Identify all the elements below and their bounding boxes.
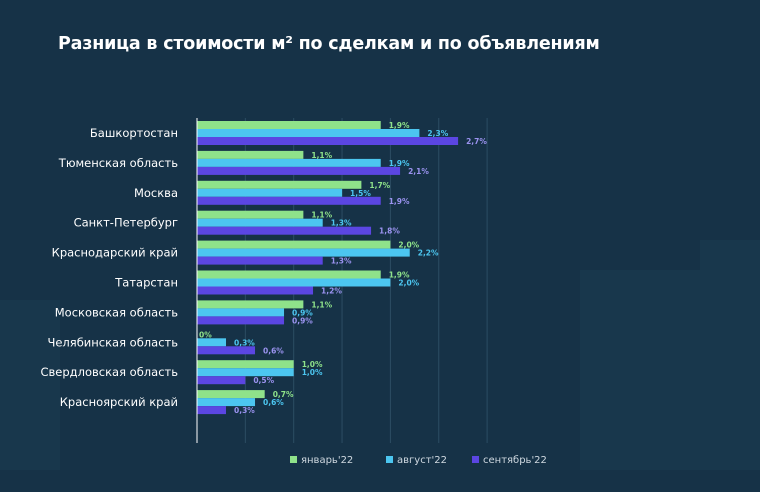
background-decoration: [0, 300, 60, 470]
data-label: 1,9%: [389, 121, 410, 130]
category-label: Свердловская область: [40, 365, 178, 379]
bar: [197, 137, 459, 145]
bar: [197, 196, 381, 205]
bar: [197, 121, 381, 129]
bar: [197, 376, 246, 385]
data-label: 1,5%: [350, 189, 371, 198]
bar: [197, 129, 420, 137]
category-label: Тюменская область: [58, 156, 178, 170]
data-label: 1,3%: [331, 219, 352, 228]
background-decoration: [700, 240, 760, 470]
data-label: 0,9%: [292, 308, 313, 317]
data-label: 1,3%: [331, 257, 352, 266]
legend-swatch: [386, 456, 393, 463]
category-label: Санкт-Петербург: [74, 216, 178, 230]
bar: [197, 390, 265, 399]
data-label: 1,1%: [311, 300, 332, 309]
bar: [197, 150, 304, 159]
bar: [197, 368, 294, 377]
data-label: 1,2%: [321, 287, 342, 296]
bar: [197, 316, 285, 325]
data-label: 1,7%: [369, 181, 390, 190]
data-label: 2,1%: [408, 167, 429, 176]
bar: [197, 346, 256, 355]
category-label: Москва: [134, 186, 178, 200]
bar: [197, 338, 227, 347]
data-label: 0,3%: [234, 338, 255, 347]
data-label: 1,8%: [379, 227, 400, 236]
category-label: Челябинская область: [47, 335, 178, 349]
bar: [197, 188, 343, 197]
bar: [197, 248, 410, 257]
bar: [197, 210, 304, 219]
bar: [197, 180, 362, 189]
bar: [197, 286, 314, 295]
data-label: 0,9%: [292, 316, 313, 325]
bar: [197, 398, 256, 407]
bar: [197, 240, 391, 249]
data-label: 0,7%: [273, 390, 294, 399]
data-label: 1,9%: [389, 197, 410, 206]
bar: [197, 158, 381, 167]
data-label: 1,1%: [311, 151, 332, 160]
data-label: 1,9%: [389, 159, 410, 168]
legend-swatch: [472, 456, 479, 463]
category-label: Красноярский край: [60, 395, 178, 409]
bar: [197, 218, 323, 227]
bar: [197, 256, 323, 265]
data-label: 1,9%: [389, 271, 410, 280]
data-label: 2,7%: [466, 137, 487, 146]
bar: [197, 226, 372, 235]
bar: [197, 278, 391, 287]
legend-label: сентябрь'22: [483, 455, 547, 466]
chart-title: Разница в стоимости м² по сделкам и по о…: [58, 34, 600, 54]
legend-label: август'22: [397, 455, 447, 466]
data-label: 2,2%: [418, 249, 439, 258]
category-label: Московская область: [55, 305, 178, 319]
legend-label: январь'22: [301, 455, 353, 466]
category-label: Башкортостан: [90, 126, 178, 140]
data-label: 0,6%: [263, 346, 284, 355]
background-decoration: [580, 270, 700, 470]
data-label: 0,3%: [234, 406, 255, 415]
bar: [197, 300, 304, 309]
data-label: 1,0%: [302, 368, 323, 377]
data-label: 0%: [199, 330, 212, 339]
bar: [197, 360, 294, 369]
bar: [197, 166, 401, 175]
data-label: 2,0%: [398, 241, 419, 250]
bar: [197, 308, 285, 317]
data-label: 0,6%: [263, 398, 284, 407]
bar: [197, 406, 227, 415]
data-label: 1,1%: [311, 211, 332, 220]
data-label: 1,0%: [302, 360, 323, 369]
category-label: Татарстан: [114, 276, 178, 290]
data-label: 2,0%: [398, 279, 419, 288]
category-label: Краснодарский край: [52, 246, 178, 260]
bar: [197, 270, 381, 279]
data-label: 2,3%: [427, 129, 448, 138]
data-label: 0,5%: [253, 376, 274, 385]
legend-swatch: [290, 456, 297, 463]
